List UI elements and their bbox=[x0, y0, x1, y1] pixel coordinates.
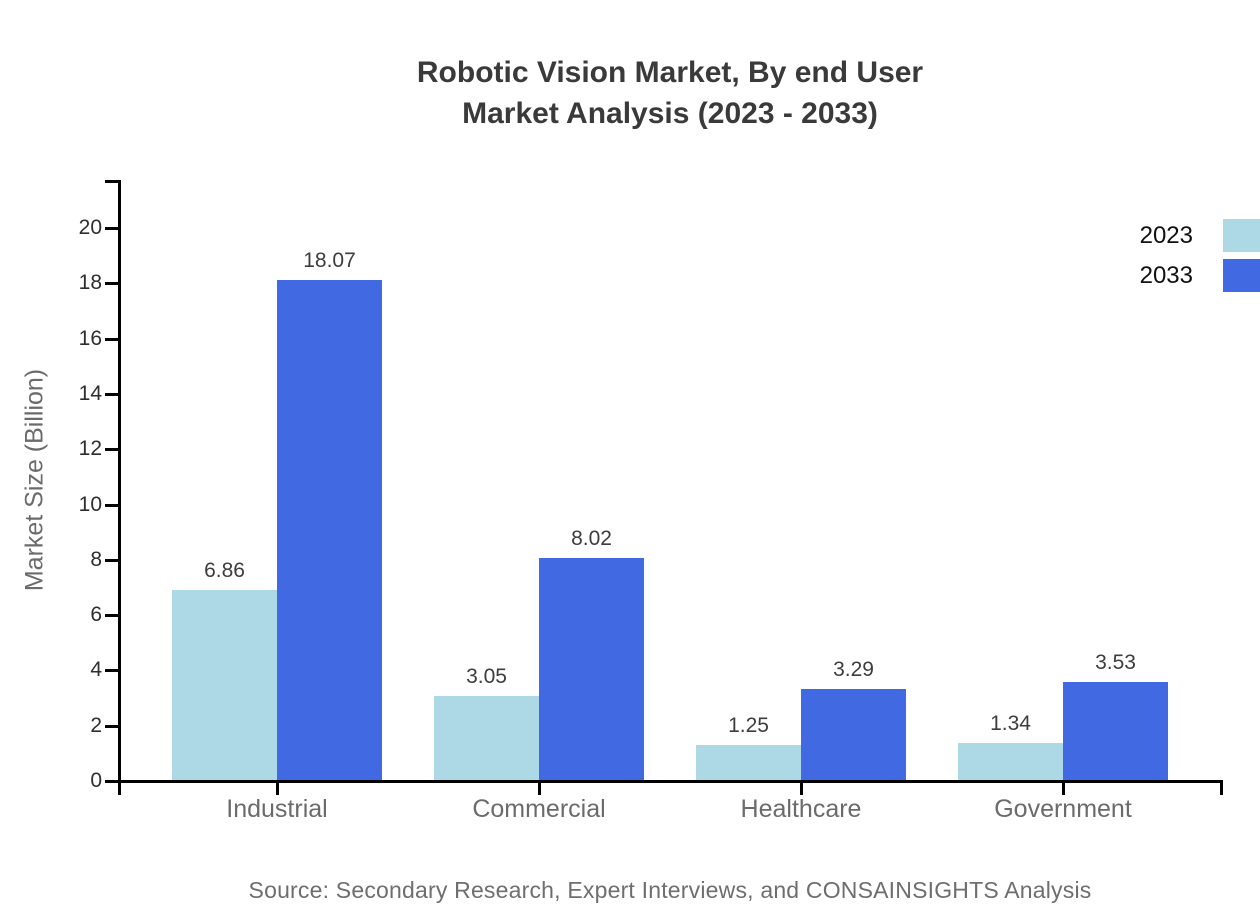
y-tick-18 bbox=[105, 282, 118, 286]
category-label-industrial: Industrial bbox=[226, 795, 328, 823]
y-tick-10 bbox=[105, 503, 118, 507]
value-label-2033-commercial: 8.02 bbox=[571, 527, 612, 551]
value-label-2033-healthcare: 3.29 bbox=[833, 658, 874, 682]
bar-2033-healthcare bbox=[801, 689, 906, 780]
value-label-2023-commercial: 3.05 bbox=[466, 664, 507, 688]
y-tick-label-20: 20 bbox=[78, 216, 102, 239]
category-label-healthcare: Healthcare bbox=[740, 795, 862, 823]
category-label-commercial: Commercial bbox=[472, 795, 606, 823]
value-label-2033-industrial: 18.07 bbox=[303, 249, 356, 273]
value-label-2023-healthcare: 1.25 bbox=[728, 714, 769, 738]
value-label-2023-government: 1.34 bbox=[990, 711, 1031, 735]
legend-label-2023: 2023 bbox=[1139, 221, 1193, 249]
category-label-government: Government bbox=[994, 795, 1132, 823]
bar-2023-commercial bbox=[434, 695, 539, 780]
bar-2023-government bbox=[958, 742, 1063, 780]
y-tick-4 bbox=[105, 669, 118, 673]
y-tick-label-14: 14 bbox=[78, 381, 102, 405]
y-tick-0 bbox=[105, 780, 118, 783]
value-label-2033-government: 3.53 bbox=[1095, 651, 1136, 675]
bar-2023-industrial bbox=[172, 590, 277, 780]
chart-title: Robotic Vision Market, By end User Marke… bbox=[80, 52, 1260, 134]
y-axis-top-cap bbox=[105, 180, 121, 183]
bar-2033-industrial bbox=[277, 280, 382, 780]
y-tick-14 bbox=[105, 392, 118, 396]
legend-label-2033: 2033 bbox=[1139, 261, 1193, 289]
y-tick-label-6: 6 bbox=[90, 603, 102, 627]
y-tick-label-10: 10 bbox=[78, 492, 102, 516]
legend: 2023 2033 bbox=[1140, 219, 1260, 292]
x-axis-line bbox=[105, 780, 1223, 783]
x-axis-end-cap bbox=[1220, 780, 1223, 795]
y-tick-20 bbox=[105, 227, 118, 230]
y-tick-label-8: 8 bbox=[90, 547, 102, 571]
value-label-2023-industrial: 6.86 bbox=[204, 559, 245, 583]
y-tick-12 bbox=[105, 448, 118, 452]
y-tick-label-12: 12 bbox=[78, 437, 102, 461]
x-tick-industrial bbox=[276, 780, 279, 795]
y-tick-label-2: 2 bbox=[90, 713, 102, 737]
chart-title-line1: Robotic Vision Market, By end User bbox=[416, 56, 924, 89]
y-tick-8 bbox=[105, 558, 118, 562]
x-tick-government bbox=[1062, 780, 1065, 795]
y-tick-label-4: 4 bbox=[90, 658, 102, 682]
y-tick-16 bbox=[105, 337, 118, 341]
chart-title-line2: Market Analysis (2023 - 2033) bbox=[462, 97, 878, 130]
legend-item-2023: 2023 bbox=[1140, 219, 1260, 252]
y-tick-label-0: 0 bbox=[90, 769, 102, 792]
x-tick-healthcare bbox=[800, 780, 803, 795]
x-tick-commercial bbox=[538, 780, 541, 795]
bar-2033-commercial bbox=[539, 558, 644, 780]
y-axis-line bbox=[118, 180, 121, 795]
legend-swatch-2023 bbox=[1223, 219, 1260, 252]
y-tick-label-16: 16 bbox=[78, 326, 102, 350]
bar-2033-government bbox=[1063, 682, 1168, 780]
legend-swatch-2033 bbox=[1223, 259, 1260, 292]
legend-item-2033: 2033 bbox=[1140, 259, 1260, 292]
bar-2023-healthcare bbox=[696, 745, 801, 780]
y-tick-2 bbox=[105, 724, 118, 728]
y-tick-label-18: 18 bbox=[78, 271, 102, 295]
source-note: Source: Secondary Research, Expert Inter… bbox=[248, 877, 1092, 903]
y-tick-6 bbox=[105, 614, 118, 618]
